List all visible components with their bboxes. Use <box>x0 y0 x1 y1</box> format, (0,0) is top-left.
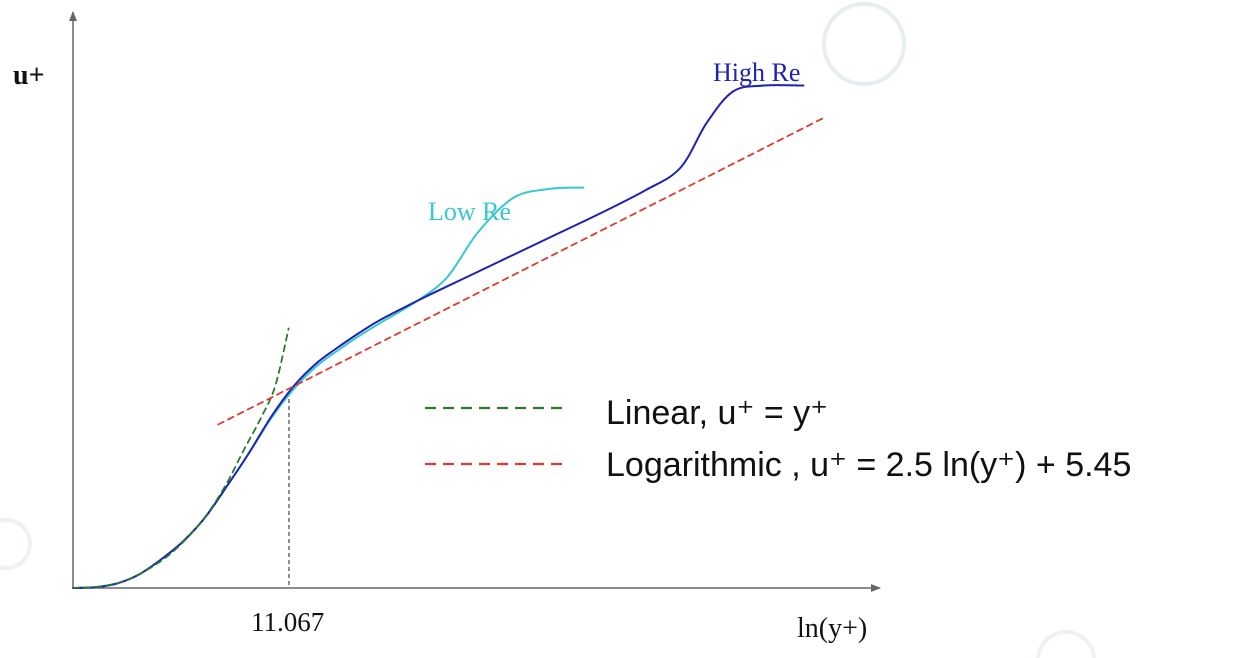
series-low-re <box>72 186 585 589</box>
series-label-high-re: High Re <box>713 58 800 87</box>
x-marker-label: 11.067 <box>251 607 324 637</box>
y-axis-label: u+ <box>13 60 45 91</box>
series-layer <box>72 84 827 589</box>
watermark-circle-bottom <box>1036 630 1096 658</box>
watermark-circle-left <box>0 518 32 570</box>
series-logarithmic <box>217 116 827 426</box>
watermark-circle-top <box>822 2 906 86</box>
series-linear <box>72 327 290 589</box>
series-label-low-re: Low Re <box>428 197 511 226</box>
legend-label-linear: Linear, u⁺ = y⁺ <box>606 394 828 432</box>
x-axis-label: ln(y+) <box>797 613 867 644</box>
legend-label-logarithmic: Logarithmic , u⁺ = 2.5 ln(y⁺) + 5.45 <box>606 446 1131 484</box>
legend: Linear, u⁺ = y⁺ Logarithmic , u⁺ = 2.5 l… <box>425 394 1131 484</box>
series-high-re <box>72 84 805 589</box>
